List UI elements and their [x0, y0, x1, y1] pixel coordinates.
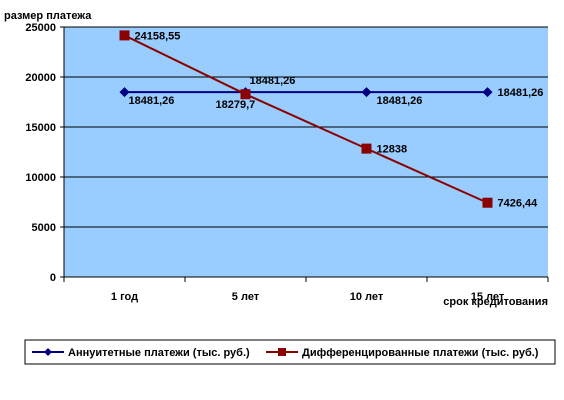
- x-tick-labels: 1 год 5 лет 10 лет 15 лет: [111, 291, 505, 303]
- legend-label-annuity: Аннуитетные платежи (тыс. руб.): [68, 347, 250, 359]
- y-axis-title: размер платежа: [4, 10, 92, 22]
- data-point-square: [482, 197, 493, 208]
- data-label: 12838: [377, 144, 408, 156]
- data-point-square: [240, 89, 251, 100]
- data-label: 18481,26: [129, 95, 175, 107]
- series-markers: [119, 30, 493, 208]
- x-axis-title: срок кредитования: [443, 296, 548, 308]
- y-tick-label: 15000: [25, 122, 56, 134]
- data-point-diamond: [482, 87, 493, 98]
- y-tick-label: 20000: [25, 72, 56, 84]
- legend-marker-annuity: [44, 348, 52, 356]
- x-tick-label: 15 лет: [471, 291, 505, 303]
- plot-area: [64, 27, 548, 277]
- x-tick-label: 5 лет: [232, 291, 260, 303]
- data-point-square: [119, 30, 130, 41]
- series-line-1: [124, 34, 488, 204]
- y-tick-label: 0: [50, 272, 56, 284]
- legend-item-differentiated: Дифференцированные платежи (тыс. руб.): [266, 347, 539, 359]
- data-label: 18481,26: [377, 95, 423, 107]
- axes: [60, 26, 549, 282]
- data-label: 18481,26: [498, 87, 544, 99]
- data-point-diamond: [119, 87, 130, 98]
- data-label: 18481,26: [250, 75, 296, 87]
- y-tick-label: 25000: [25, 22, 56, 34]
- data-point-square: [361, 143, 372, 154]
- data-label: 24158,55: [135, 30, 181, 42]
- gridlines: [64, 26, 548, 228]
- legend-item-annuity: Аннуитетные платежи (тыс. руб.): [32, 347, 250, 359]
- y-tick-labels: 0 5000 10000 15000 20000 25000: [25, 22, 56, 284]
- data-labels: 18481,26 18481,26 18481,26 18481,26 24158,55…: [129, 30, 544, 209]
- x-tick-label: 1 год: [111, 291, 138, 303]
- data-label: 7426,44: [498, 198, 539, 210]
- legend-marker-differentiated: [278, 348, 286, 356]
- legend: Аннуитетные платежи (тыс. руб.) Дифферен…: [24, 339, 556, 365]
- legend-label-differentiated: Дифференцированные платежи (тыс. руб.): [302, 347, 539, 359]
- x-tick-label: 10 лет: [350, 291, 384, 303]
- data-point-diamond: [361, 87, 372, 98]
- series-lines: [124, 34, 488, 204]
- y-tick-label: 10000: [25, 172, 56, 184]
- y-tick-label: 5000: [32, 222, 56, 234]
- data-label: 18279,7: [216, 99, 256, 111]
